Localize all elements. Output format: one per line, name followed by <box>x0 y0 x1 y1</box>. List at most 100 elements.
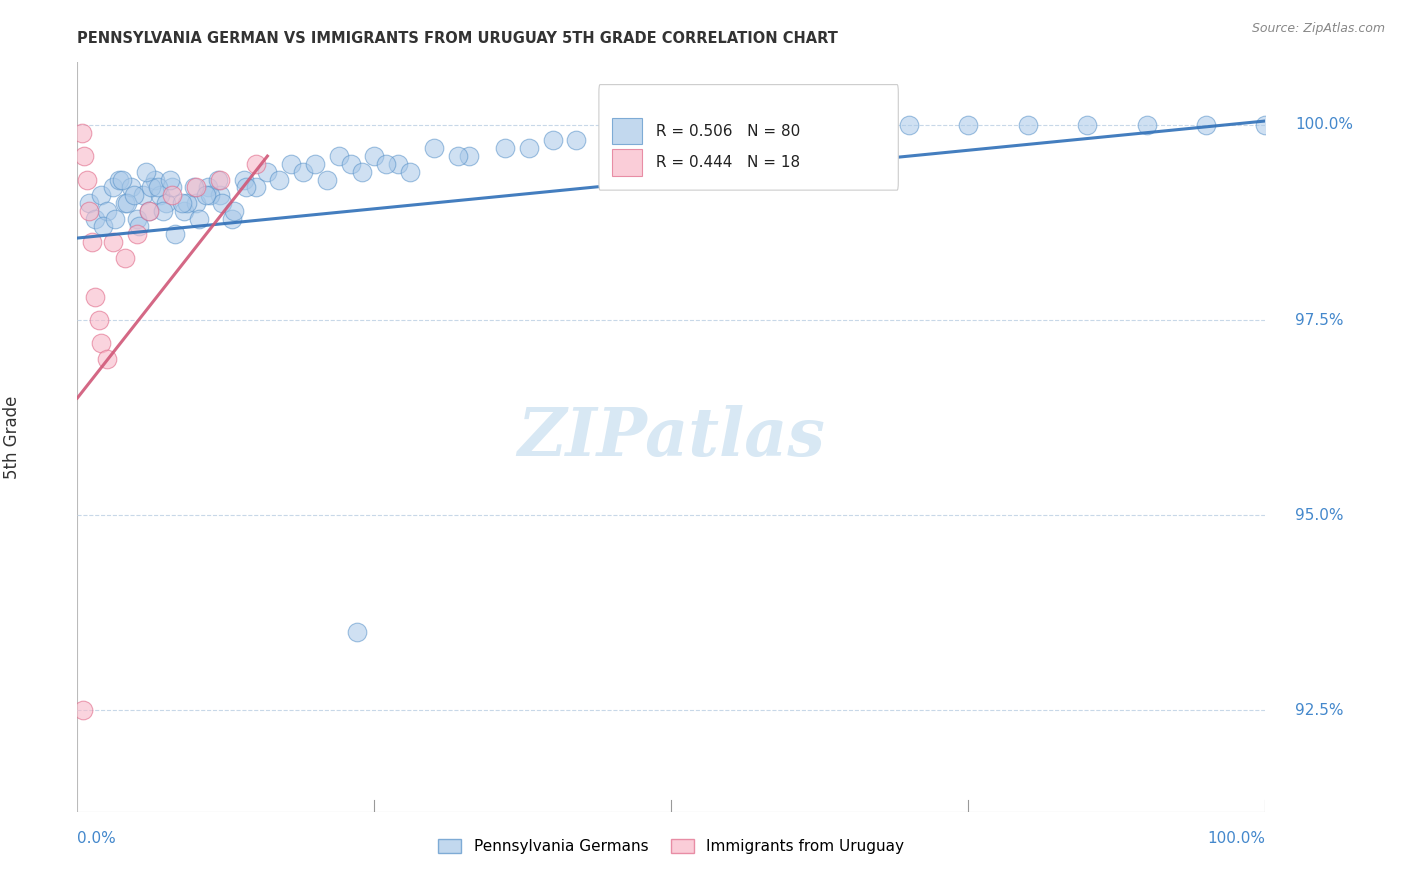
Point <box>1195 118 1218 132</box>
Point <box>163 227 186 241</box>
Point <box>256 164 278 178</box>
Point <box>125 211 148 226</box>
Point <box>93 219 115 234</box>
Point <box>111 172 134 186</box>
Point <box>200 188 222 202</box>
Point <box>387 157 409 171</box>
Point <box>1136 118 1159 132</box>
Point <box>84 211 107 226</box>
Point <box>183 180 205 194</box>
Text: R = 0.444   N = 18: R = 0.444 N = 18 <box>651 155 800 170</box>
Point <box>280 157 302 171</box>
Point <box>139 180 162 194</box>
Point <box>600 133 623 147</box>
Point <box>162 180 184 194</box>
Point <box>115 195 138 210</box>
Point <box>458 149 481 163</box>
Point <box>170 195 193 210</box>
Point <box>77 203 100 218</box>
Point <box>197 180 219 194</box>
Point <box>446 149 468 163</box>
Point <box>70 126 93 140</box>
Point <box>138 203 160 218</box>
Point <box>159 172 181 186</box>
Point <box>186 180 208 194</box>
Point <box>235 180 257 194</box>
Point <box>232 172 254 186</box>
Point <box>744 118 766 132</box>
Point <box>80 235 103 249</box>
Point <box>245 157 267 171</box>
Point <box>124 188 146 202</box>
Point <box>125 227 148 241</box>
Point <box>149 188 172 202</box>
Point <box>120 180 142 194</box>
Point <box>269 172 291 186</box>
Point <box>898 118 921 132</box>
Point <box>194 188 217 202</box>
Point <box>211 195 233 210</box>
Point <box>90 336 112 351</box>
Point <box>208 172 231 186</box>
Point <box>339 157 361 171</box>
Point <box>375 157 398 171</box>
Point <box>162 188 184 202</box>
Point <box>186 195 208 210</box>
Point <box>779 126 801 140</box>
Point <box>957 118 980 132</box>
Point <box>155 195 177 210</box>
Point <box>245 180 267 194</box>
Point <box>114 251 136 265</box>
Point <box>84 289 107 303</box>
Point <box>87 313 110 327</box>
Point <box>101 235 124 249</box>
Point <box>346 625 368 640</box>
Point <box>292 164 315 178</box>
Text: 92.5%: 92.5% <box>1295 703 1344 718</box>
Point <box>541 133 564 147</box>
Point <box>304 157 326 171</box>
Point <box>76 172 98 186</box>
Text: 0.0%: 0.0% <box>77 831 117 847</box>
Point <box>208 188 231 202</box>
Point <box>221 211 243 226</box>
Point <box>224 203 246 218</box>
Point <box>96 203 118 218</box>
Point <box>77 195 100 210</box>
Text: R = 0.506   N = 80: R = 0.506 N = 80 <box>651 124 800 138</box>
Point <box>96 351 118 366</box>
Point <box>494 141 516 155</box>
Point <box>72 703 94 717</box>
Point <box>135 164 157 178</box>
Point <box>138 203 160 218</box>
Point <box>875 126 897 140</box>
Point <box>1017 118 1039 132</box>
Text: 97.5%: 97.5% <box>1295 312 1344 327</box>
Text: 100.0%: 100.0% <box>1295 118 1353 132</box>
Point <box>1254 118 1277 132</box>
Point <box>114 195 136 210</box>
Point <box>152 203 174 218</box>
Legend: Pennsylvania Germans, Immigrants from Uruguay: Pennsylvania Germans, Immigrants from Ur… <box>432 833 911 860</box>
Point <box>517 141 540 155</box>
Point <box>1076 118 1098 132</box>
Point <box>108 172 131 186</box>
Point <box>176 195 198 210</box>
Point <box>143 172 166 186</box>
Point <box>720 133 742 147</box>
Point <box>328 149 350 163</box>
Point <box>207 172 229 186</box>
Point <box>565 133 588 147</box>
Bar <box>612 149 641 176</box>
Point <box>128 219 150 234</box>
Text: ZIPatlas: ZIPatlas <box>517 405 825 469</box>
Text: 100.0%: 100.0% <box>1208 831 1265 847</box>
Point <box>399 164 422 178</box>
Text: 95.0%: 95.0% <box>1295 508 1344 523</box>
FancyBboxPatch shape <box>599 85 898 190</box>
Point <box>146 180 169 194</box>
Point <box>363 149 385 163</box>
Point <box>173 203 195 218</box>
Point <box>838 118 860 132</box>
Point <box>187 211 209 226</box>
